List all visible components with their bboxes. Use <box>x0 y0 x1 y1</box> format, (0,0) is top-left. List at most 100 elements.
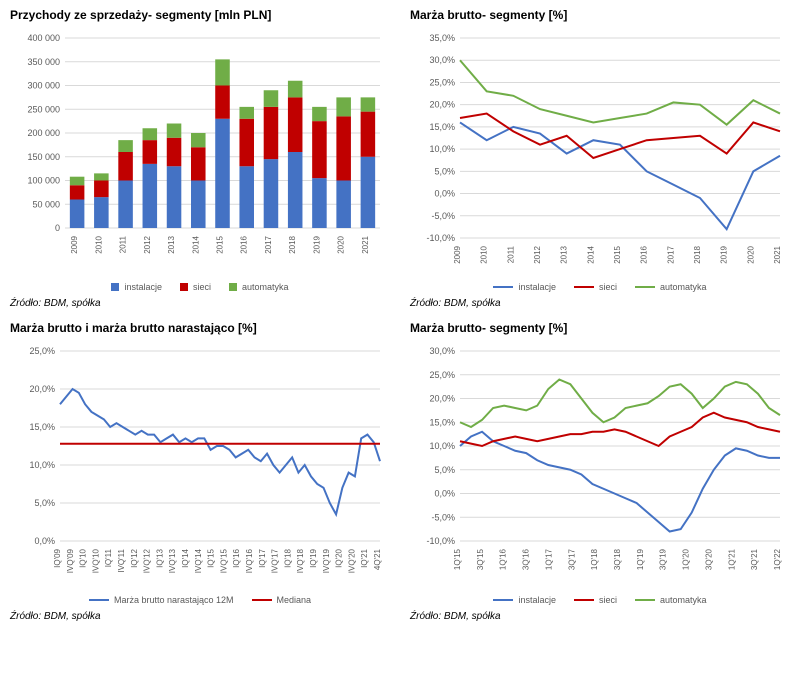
svg-text:200 000: 200 000 <box>27 128 60 138</box>
line-icon <box>574 599 594 601</box>
svg-text:IQ'12: IQ'12 <box>130 548 139 567</box>
svg-text:3Q'20: 3Q'20 <box>704 548 713 570</box>
chart1-source: Źródło: BDM, spółka <box>10 298 390 309</box>
panel-revenue-segments: Przychody ze sprzedaży- segmenty [mln PL… <box>0 0 400 313</box>
svg-text:5,0%: 5,0% <box>434 166 455 176</box>
chart1-plot: 050 000100 000150 000200 000250 000300 0… <box>10 28 390 278</box>
svg-text:35,0%: 35,0% <box>429 33 455 43</box>
panel-margin-rolling: Marża brutto i marża brutto narastająco … <box>0 313 400 626</box>
chart3-source: Źródło: BDM, spółka <box>10 611 390 622</box>
svg-text:10,0%: 10,0% <box>429 144 455 154</box>
line-icon <box>635 286 655 288</box>
svg-text:0,0%: 0,0% <box>34 536 55 546</box>
svg-text:3Q'16: 3Q'16 <box>522 548 531 570</box>
svg-text:2016: 2016 <box>640 245 649 263</box>
svg-text:IQ'21: IQ'21 <box>360 548 369 567</box>
svg-text:IQ'09: IQ'09 <box>53 548 62 567</box>
chart4-source: Źródło: BDM, spółka <box>410 611 790 622</box>
svg-text:3Q'19: 3Q'19 <box>659 548 668 570</box>
chart4-legend: instalacje sieci automatyka <box>410 595 790 605</box>
line-icon <box>89 599 109 601</box>
svg-text:2012: 2012 <box>143 235 152 253</box>
svg-text:2015: 2015 <box>216 235 225 253</box>
svg-text:IVQ'20: IVQ'20 <box>347 548 356 573</box>
chart2-title: Marża brutto- segmenty [%] <box>410 8 790 22</box>
svg-text:IQ'17: IQ'17 <box>258 548 267 567</box>
svg-text:IQ'13: IQ'13 <box>155 548 164 567</box>
svg-text:IQ'15: IQ'15 <box>207 548 216 567</box>
svg-text:2018: 2018 <box>288 235 297 253</box>
chart1-legend: instalacje sieci automatyka <box>10 282 390 292</box>
line-icon <box>252 599 272 601</box>
svg-text:30,0%: 30,0% <box>429 55 455 65</box>
svg-text:IVQ'19: IVQ'19 <box>322 548 331 573</box>
svg-text:20,0%: 20,0% <box>29 384 55 394</box>
chart4-title: Marża brutto- segmenty [%] <box>410 321 790 335</box>
svg-text:1Q'16: 1Q'16 <box>499 548 508 570</box>
svg-text:250 000: 250 000 <box>27 104 60 114</box>
svg-text:25,0%: 25,0% <box>429 370 455 380</box>
svg-text:1Q'18: 1Q'18 <box>590 548 599 570</box>
svg-text:IQ'18: IQ'18 <box>283 548 292 567</box>
svg-text:3Q'18: 3Q'18 <box>613 548 622 570</box>
svg-text:15,0%: 15,0% <box>29 422 55 432</box>
chart3-legend: Marża brutto narastająco 12M Mediana <box>10 595 390 605</box>
svg-text:2017: 2017 <box>264 235 273 253</box>
svg-text:IQ'19: IQ'19 <box>309 548 318 567</box>
line-icon <box>493 286 513 288</box>
svg-text:1Q'20: 1Q'20 <box>682 548 691 570</box>
svg-text:2016: 2016 <box>240 235 249 253</box>
svg-text:2014: 2014 <box>586 245 595 263</box>
svg-text:300 000: 300 000 <box>27 81 60 91</box>
svg-text:25,0%: 25,0% <box>429 77 455 87</box>
chart1-title: Przychody ze sprzedaży- segmenty [mln PL… <box>10 8 390 22</box>
line-icon <box>574 286 594 288</box>
chart2-plot: -10,0%-5,0%0,0%5,0%10,0%15,0%20,0%25,0%3… <box>410 28 790 278</box>
chart3-plot: 0,0%5,0%10,0%15,0%20,0%25,0%IQ'09IVQ'09I… <box>10 341 390 591</box>
svg-text:IVQ'16: IVQ'16 <box>245 548 254 573</box>
svg-text:20,0%: 20,0% <box>429 100 455 110</box>
svg-text:2011: 2011 <box>119 235 128 253</box>
svg-text:10,0%: 10,0% <box>29 460 55 470</box>
square-icon <box>180 283 188 291</box>
svg-text:-5,0%: -5,0% <box>431 512 455 522</box>
svg-text:30,0%: 30,0% <box>429 346 455 356</box>
svg-text:IVQ'11: IVQ'11 <box>117 548 126 572</box>
svg-text:2009: 2009 <box>453 245 462 263</box>
svg-text:3Q'17: 3Q'17 <box>567 548 576 570</box>
svg-text:10,0%: 10,0% <box>429 441 455 451</box>
svg-text:2021: 2021 <box>773 245 782 263</box>
svg-text:100 000: 100 000 <box>27 176 60 186</box>
svg-text:2011: 2011 <box>506 245 515 263</box>
svg-text:150 000: 150 000 <box>27 152 60 162</box>
svg-text:50 000: 50 000 <box>32 199 60 209</box>
svg-text:2013: 2013 <box>560 245 569 263</box>
chart4-plot: -10,0%-5,0%0,0%5,0%10,0%15,0%20,0%25,0%3… <box>410 341 790 591</box>
svg-text:2012: 2012 <box>533 245 542 263</box>
svg-text:5,0%: 5,0% <box>34 498 55 508</box>
svg-text:1Q'22: 1Q'22 <box>773 548 782 570</box>
svg-text:5,0%: 5,0% <box>434 465 455 475</box>
chart2-legend: instalacje sieci automatyka <box>410 282 790 292</box>
square-icon <box>229 283 237 291</box>
svg-text:4Q'21: 4Q'21 <box>373 548 382 570</box>
svg-text:3Q'15: 3Q'15 <box>476 548 485 570</box>
svg-text:IQ'11: IQ'11 <box>104 548 113 567</box>
svg-text:IVQ'10: IVQ'10 <box>91 548 100 573</box>
svg-text:IQ'10: IQ'10 <box>79 548 88 567</box>
svg-text:2020: 2020 <box>746 245 755 263</box>
svg-text:IQ'16: IQ'16 <box>232 548 241 567</box>
charts-grid: Przychody ze sprzedaży- segmenty [mln PL… <box>0 0 800 626</box>
svg-text:0,0%: 0,0% <box>434 189 455 199</box>
svg-text:IVQ'18: IVQ'18 <box>296 548 305 573</box>
svg-text:2017: 2017 <box>666 245 675 263</box>
svg-text:-10,0%: -10,0% <box>426 536 455 546</box>
svg-text:2018: 2018 <box>693 245 702 263</box>
svg-text:3Q'21: 3Q'21 <box>750 548 759 570</box>
svg-text:IVQ'12: IVQ'12 <box>143 548 152 573</box>
svg-text:15,0%: 15,0% <box>429 417 455 427</box>
svg-text:1Q'21: 1Q'21 <box>727 548 736 570</box>
svg-text:IVQ'17: IVQ'17 <box>271 548 280 573</box>
panel-margin-segments-annual: Marża brutto- segmenty [%] -10,0%-5,0%0,… <box>400 0 800 313</box>
svg-text:2020: 2020 <box>337 235 346 253</box>
